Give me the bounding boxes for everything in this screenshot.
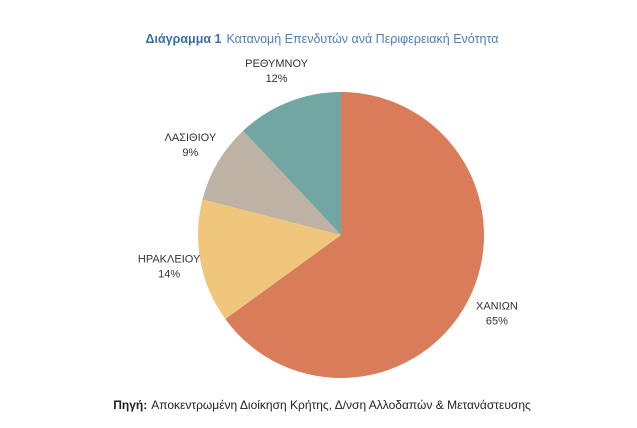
- source-label: Πηγή:: [113, 398, 147, 412]
- slice-value-label: 12%: [266, 73, 288, 85]
- chart-title: Κατανομή Επενδυτών ανά Περιφερειακή Ενότ…: [226, 32, 498, 46]
- slice-label: ΧΑΝΙΩΝ: [476, 300, 518, 312]
- slice-value-label: 14%: [158, 269, 180, 281]
- slice-label: ΡΕΘΥΜΝΟΥ: [245, 58, 309, 70]
- pie-slice: [202, 130, 341, 235]
- chart-title-label: Διάγραμμα 1: [146, 32, 222, 46]
- chart-title-line: Διάγραμμα 1 Κατανομή Επενδυτών ανά Περιφε…: [146, 32, 499, 46]
- slice-value-label: 9%: [182, 147, 198, 159]
- pie-slice: [198, 199, 341, 320]
- pie-slice: [225, 92, 484, 379]
- source-line: Πηγή: Αποκεντρωμένη Διοίκηση Κρήτης, Δ/νσ…: [113, 398, 531, 412]
- slice-label: ΛΑΣΙΘΙΟΥ: [165, 132, 217, 144]
- slice-value-label: 65%: [486, 315, 508, 327]
- pie: ΧΑΝΙΩΝ 65% ΗΡΑΚΛΕΙΟΥ 14% ΛΑΣΙΘΙΟΥ 9% ΡΕΘΥΜΝΟΥ 1…: [138, 58, 518, 379]
- pie-slice: [243, 92, 341, 235]
- source: Αποκεντρωμένη Διοίκηση Κρήτης, Δ/νση Αλλ…: [151, 398, 531, 412]
- slice-label: ΗΡΑΚΛΕΙΟΥ: [138, 254, 201, 266]
